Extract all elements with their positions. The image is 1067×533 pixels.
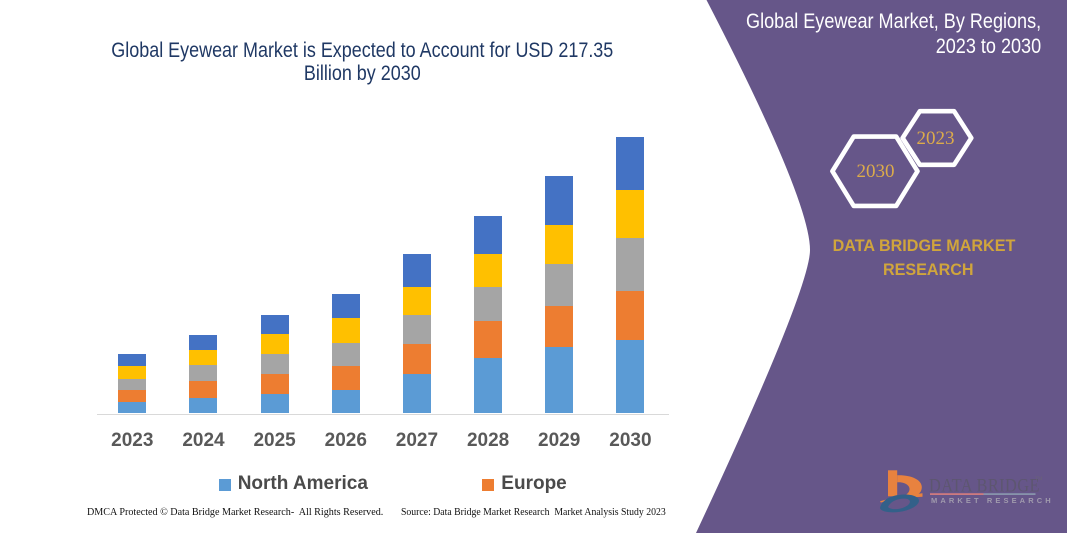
svg-text:DATA BRIDGE: DATA BRIDGE [929,474,1040,495]
svg-text:TM: TM [1035,477,1043,482]
svg-text:MARKET RESEARCH: MARKET RESEARCH [931,496,1054,505]
